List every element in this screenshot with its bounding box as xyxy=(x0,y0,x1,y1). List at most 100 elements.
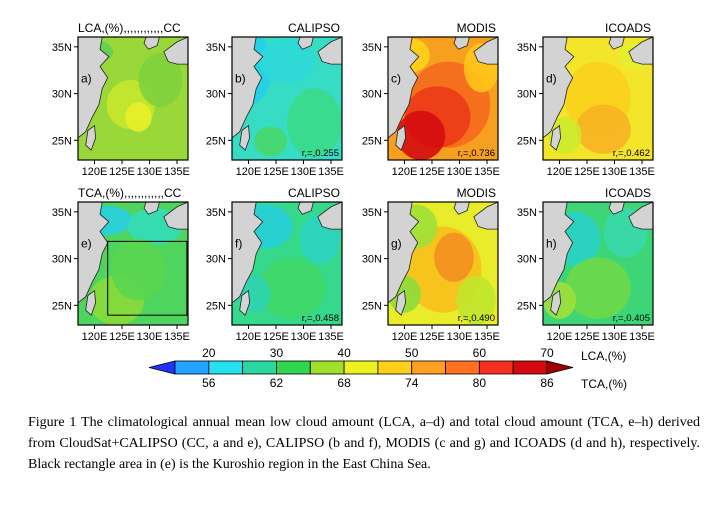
landmask xyxy=(232,37,342,151)
korea xyxy=(297,37,314,50)
lca-tick-label: 70 xyxy=(540,346,554,360)
china-coast xyxy=(388,202,420,304)
korea xyxy=(297,202,314,215)
x-tick-label: 135E xyxy=(474,331,500,343)
panel-frame xyxy=(542,201,654,326)
field-patch xyxy=(565,257,631,319)
field-patch xyxy=(125,102,152,132)
lca-tick-label: 60 xyxy=(473,346,487,360)
japan xyxy=(473,37,498,65)
y-tick-label: 30N xyxy=(206,254,226,266)
panel-b: 120E 125E 130E 135E 35N 30N 25N CALIPSO b) r,=,0.… xyxy=(206,21,344,178)
y-tick-label: 35N xyxy=(52,42,72,54)
color-field xyxy=(78,37,188,160)
y-tick-label: 35N xyxy=(517,42,537,54)
colorbar-bin xyxy=(343,360,379,375)
korea xyxy=(143,202,160,215)
colorbar-bin xyxy=(242,360,277,375)
colorbar-bin xyxy=(208,360,244,375)
color-field xyxy=(78,202,188,325)
x-tick-label: 130E xyxy=(447,166,473,178)
taiwan xyxy=(395,124,407,151)
y-tick-label: 30N xyxy=(52,89,72,101)
color-field xyxy=(543,37,653,160)
y-tick-label: 35N xyxy=(362,42,382,54)
x-tick-label: 125E xyxy=(419,166,445,178)
japan xyxy=(628,202,653,230)
y-tick-label: 30N xyxy=(517,254,537,266)
taiwan xyxy=(395,289,407,316)
x-tick-label: 135E xyxy=(164,331,190,343)
lca-colorbar-label: LCA,(%) xyxy=(581,349,626,363)
tca-tick-label: 56 xyxy=(202,376,216,390)
x-tick-label: 125E xyxy=(419,331,445,343)
colorbar-bin xyxy=(512,360,548,375)
panel-letter: d) xyxy=(546,72,557,86)
panel-title: MODIS xyxy=(457,21,496,35)
y-tick-label: 30N xyxy=(52,254,72,266)
x-tick-label: 125E xyxy=(574,331,600,343)
landmask xyxy=(543,202,653,316)
panel-frame xyxy=(542,36,654,161)
china-coast xyxy=(78,37,110,139)
y-tick-label: 30N xyxy=(362,254,382,266)
x-tick-label: 125E xyxy=(263,331,289,343)
tca-tick-label: 62 xyxy=(270,376,284,390)
x-tick-label: 135E xyxy=(318,166,344,178)
panel-letter: b) xyxy=(235,72,246,86)
japan xyxy=(473,202,498,230)
y-tick-label: 25N xyxy=(517,300,537,312)
y-tick-label: 35N xyxy=(206,42,226,54)
color-field xyxy=(543,202,653,325)
tca-tick-label: 68 xyxy=(337,376,351,390)
landmask xyxy=(388,202,498,316)
colorbar-bin xyxy=(309,360,345,375)
tca-tick-label: 80 xyxy=(473,376,487,390)
panel-title: CALIPSO xyxy=(288,186,340,200)
colorbar-bin xyxy=(276,360,311,375)
y-tick-label: 25N xyxy=(362,135,382,147)
field-patch xyxy=(576,104,631,154)
panel-title: LCA,(%),,,,,,,,,,,,CC xyxy=(78,21,181,35)
panel-letter: c) xyxy=(391,72,401,86)
x-tick-label: 135E xyxy=(164,166,190,178)
x-tick-label: 120E xyxy=(392,166,418,178)
tca-tick-label: 86 xyxy=(540,376,554,390)
field-patch xyxy=(254,126,287,157)
correlation-label: r,=,0.490 xyxy=(458,313,495,324)
color-field xyxy=(232,202,342,325)
panel-f: 120E 125E 130E 135E 35N 30N 25N CALIPSO f) r,=,0.… xyxy=(206,186,344,343)
panel-title: CALIPSO xyxy=(288,21,340,35)
y-tick-label: 35N xyxy=(52,207,72,219)
panel-letter: f) xyxy=(235,237,242,251)
japan xyxy=(317,202,342,230)
field-patch xyxy=(396,110,446,160)
panel-title: ICOADS xyxy=(605,21,651,35)
correlation-label: r,=,0.462 xyxy=(613,148,650,159)
x-tick-label: 120E xyxy=(392,331,418,343)
x-tick-label: 135E xyxy=(629,331,655,343)
field-patch xyxy=(259,39,315,84)
panel-letter: g) xyxy=(391,237,402,251)
y-tick-label: 30N xyxy=(362,89,382,101)
y-tick-label: 35N xyxy=(517,207,537,219)
colorbar-bin xyxy=(174,360,210,375)
lca-tick-label: 50 xyxy=(405,346,419,360)
y-tick-label: 25N xyxy=(206,300,226,312)
japan xyxy=(163,202,188,230)
kuroshio-box xyxy=(107,240,188,316)
y-tick-label: 25N xyxy=(362,300,382,312)
colorbar-bin xyxy=(377,360,413,375)
field-patch xyxy=(456,275,496,325)
lca-tick-label: 30 xyxy=(270,346,284,360)
korea xyxy=(143,37,160,50)
x-tick-label: 120E xyxy=(547,331,573,343)
colorbar-max-arrow xyxy=(546,360,574,375)
panel-frame xyxy=(77,201,189,326)
y-tick-label: 25N xyxy=(52,135,72,147)
lca-tick-label: 40 xyxy=(337,346,351,360)
x-tick-label: 130E xyxy=(447,331,473,343)
x-tick-label: 125E xyxy=(263,166,289,178)
panel-frame xyxy=(231,201,343,326)
x-tick-label: 120E xyxy=(236,331,262,343)
